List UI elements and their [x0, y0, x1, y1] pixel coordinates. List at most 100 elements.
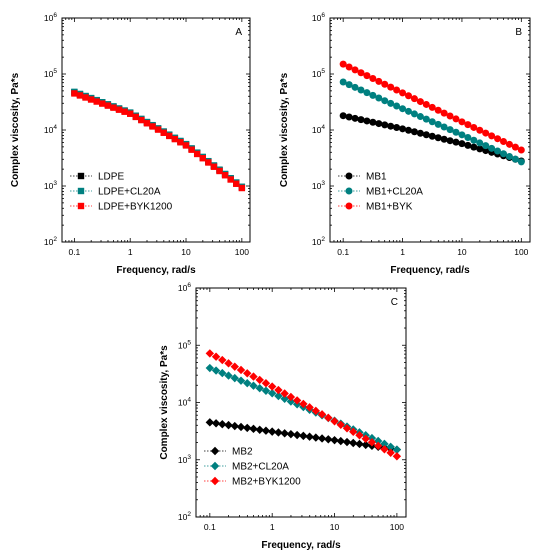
data-point: [205, 363, 215, 373]
data-point: [261, 379, 271, 388]
data-point: [404, 92, 412, 100]
data-point: [211, 366, 221, 375]
series-mb1-byk: [339, 60, 525, 154]
data-point: [87, 96, 95, 103]
data-point: [236, 365, 246, 375]
series-mb2-byk1200: [205, 349, 402, 461]
x-tick-label: 0.1: [68, 247, 80, 257]
chart-panel-c: 102 103 104 105 106 0.1 1 10 100 Frequency, rad/s…: [159, 282, 407, 550]
data-point: [422, 115, 430, 123]
x-tick-label: 10: [181, 247, 191, 257]
series-ldpe-byk1200: [71, 90, 246, 192]
data-point: [349, 438, 358, 448]
data-point: [330, 435, 339, 445]
legend-marker: [210, 476, 220, 486]
data-point: [452, 138, 460, 146]
data-point: [380, 439, 389, 449]
data-point: [230, 421, 239, 431]
legend-label: MB1+BYK: [366, 202, 413, 213]
data-point: [387, 122, 395, 130]
x-axis-title: Frequency, rad/s: [261, 540, 341, 550]
data-point: [505, 152, 513, 160]
data-point: [482, 142, 490, 150]
data-point: [470, 136, 478, 144]
data-point: [286, 392, 296, 402]
data-point: [351, 83, 359, 91]
data-point: [127, 110, 134, 117]
data-point: [205, 159, 212, 166]
data-point: [381, 97, 389, 105]
data-point: [440, 135, 448, 143]
data-point: [93, 98, 100, 105]
data-point: [464, 134, 472, 142]
data-point: [458, 140, 466, 148]
legend-marker: [77, 187, 85, 195]
data-point: [249, 424, 258, 434]
data-point: [299, 431, 308, 441]
data-point: [361, 440, 370, 450]
data-point: [464, 121, 472, 129]
data-point: [367, 438, 377, 447]
legend-label: MB1+CL20A: [366, 187, 423, 198]
y-tick-label: 106: [44, 12, 57, 23]
data-point: [357, 86, 365, 94]
data-point: [446, 137, 454, 145]
data-point: [381, 121, 389, 129]
data-point: [375, 120, 383, 128]
data-point: [177, 139, 184, 146]
data-point: [211, 419, 221, 428]
data-point: [336, 420, 345, 429]
x-tick-label: 100: [390, 522, 404, 532]
legend-label: LDPE+CL20A: [98, 187, 161, 198]
legend-marker: [345, 172, 353, 180]
data-point: [351, 66, 359, 74]
data-point: [345, 113, 353, 121]
data-point: [369, 118, 377, 126]
data-point: [311, 406, 321, 416]
chart-panel-a: 102 103 104 105 106 0.1 1 10 100 Frequency, rad/s…: [10, 12, 251, 276]
y-tick-label: 105: [44, 68, 57, 79]
data-point: [299, 399, 308, 409]
data-point: [440, 123, 448, 131]
data-point: [355, 439, 364, 449]
legend-label: MB2+CL20A: [232, 462, 289, 473]
data-point: [339, 112, 347, 120]
data-point: [482, 147, 490, 155]
data-point: [494, 135, 502, 143]
data-point: [324, 435, 333, 444]
data-point: [505, 140, 513, 148]
y-tick-label: 103: [178, 454, 191, 465]
data-point: [286, 429, 296, 439]
data-point: [361, 434, 370, 443]
legend: MB2 MB2+CL20A MB2+BYK1200: [204, 447, 301, 488]
data-point: [357, 69, 365, 77]
series-mb2: [205, 418, 402, 454]
data-point: [99, 100, 106, 107]
plot-frame: [329, 17, 531, 243]
data-point: [205, 349, 215, 358]
data-point: [511, 155, 519, 163]
data-point: [386, 442, 395, 451]
data-point: [216, 167, 223, 175]
y-tick-label: 105: [312, 68, 325, 79]
data-point: [221, 172, 229, 179]
data-point: [224, 371, 233, 380]
data-point: [470, 143, 478, 151]
y-tick-label: 104: [312, 124, 325, 135]
data-point: [339, 60, 347, 68]
y-tick-label: 106: [178, 282, 191, 293]
data-point: [375, 77, 383, 85]
data-point: [399, 125, 407, 133]
data-point: [416, 98, 424, 106]
data-point: [267, 389, 277, 398]
legend-marker: [77, 202, 85, 210]
series-mb1-cl20a: [339, 78, 525, 166]
data-point: [422, 100, 430, 108]
data-point: [305, 403, 314, 412]
data-point: [255, 375, 264, 385]
data-point: [351, 114, 359, 122]
data-point: [392, 452, 402, 461]
data-point: [104, 102, 112, 109]
data-point: [292, 396, 302, 405]
